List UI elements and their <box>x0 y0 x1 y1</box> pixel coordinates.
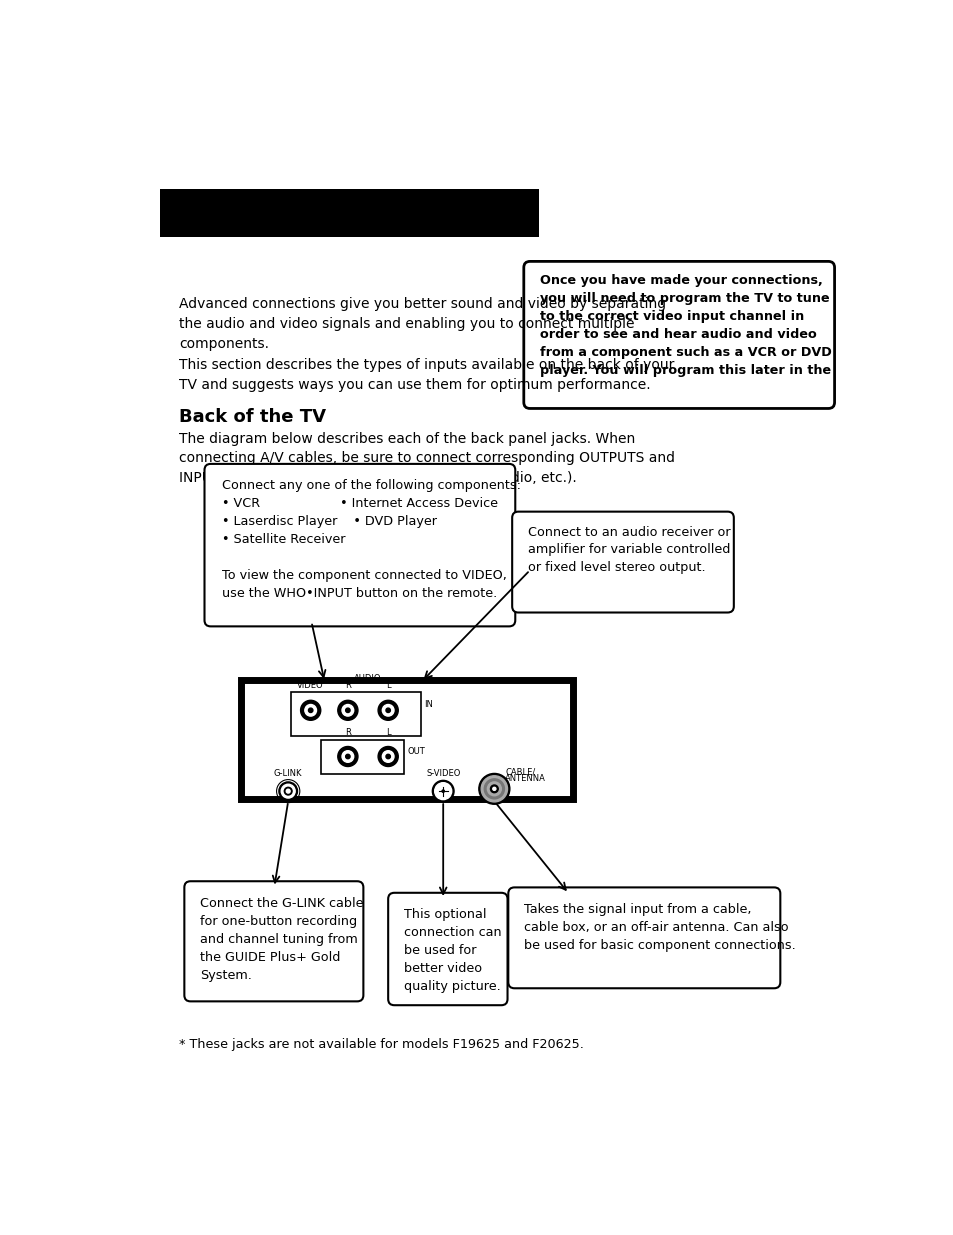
Bar <box>159 189 538 237</box>
Circle shape <box>377 700 397 720</box>
FancyBboxPatch shape <box>204 464 515 626</box>
Circle shape <box>337 746 357 767</box>
FancyBboxPatch shape <box>512 511 733 613</box>
Text: S-VIDEO: S-VIDEO <box>426 769 460 778</box>
Circle shape <box>300 700 320 720</box>
Circle shape <box>386 708 390 713</box>
Text: G-LINK: G-LINK <box>274 769 302 778</box>
Circle shape <box>337 700 357 720</box>
FancyBboxPatch shape <box>523 262 834 409</box>
Text: This section describes the types of inputs available on the back of your
TV and : This section describes the types of inpu… <box>179 358 674 391</box>
Circle shape <box>342 751 354 762</box>
Circle shape <box>305 704 316 716</box>
Text: IN: IN <box>423 700 433 709</box>
Circle shape <box>382 751 394 762</box>
Text: L: L <box>385 680 390 689</box>
Text: This optional
connection can
be used for
better video
quality picture.: This optional connection can be used for… <box>403 908 500 993</box>
Bar <box>291 692 421 736</box>
Text: L: L <box>385 729 390 737</box>
Text: R: R <box>345 680 351 689</box>
Text: Connect any one of the following components:
• VCR                    • Internet: Connect any one of the following compone… <box>221 479 520 600</box>
Circle shape <box>342 704 354 716</box>
Bar <box>320 740 404 774</box>
Bar <box>241 679 572 799</box>
Circle shape <box>386 755 390 758</box>
Circle shape <box>281 784 294 798</box>
Circle shape <box>278 782 297 800</box>
Circle shape <box>377 746 397 767</box>
Text: Takes the signal input from a cable,
cable box, or an off-air antenna. Can also
: Takes the signal input from a cable, cab… <box>523 903 795 952</box>
Text: CABLE/: CABLE/ <box>505 767 535 777</box>
Text: Advanced connections give you better sound and video by separating
the audio and: Advanced connections give you better sou… <box>179 296 665 351</box>
Circle shape <box>484 779 504 799</box>
Circle shape <box>284 787 292 795</box>
Circle shape <box>490 785 497 793</box>
Circle shape <box>493 787 496 790</box>
FancyBboxPatch shape <box>388 893 507 1005</box>
Circle shape <box>345 708 350 713</box>
Circle shape <box>435 783 452 799</box>
FancyBboxPatch shape <box>184 882 363 1002</box>
Text: The diagram below describes each of the back panel jacks. When
connecting A/V ca: The diagram below describes each of the … <box>179 431 674 484</box>
Text: Once you have made your connections,
you will need to program the TV to tune
to : Once you have made your connections, you… <box>539 274 831 377</box>
Text: R: R <box>345 729 351 737</box>
Circle shape <box>308 708 313 713</box>
Circle shape <box>432 781 454 802</box>
Circle shape <box>487 782 500 795</box>
Text: Back of the TV: Back of the TV <box>179 409 326 426</box>
Text: VIDEO: VIDEO <box>297 680 324 689</box>
Circle shape <box>441 790 444 793</box>
Circle shape <box>382 704 394 716</box>
Circle shape <box>345 755 350 758</box>
Text: Connect to an audio receiver or
amplifier for variable controlled
or fixed level: Connect to an audio receiver or amplifie… <box>527 526 730 574</box>
Text: * These jacks are not available for models F19625 and F20625.: * These jacks are not available for mode… <box>179 1037 583 1051</box>
Text: OUT: OUT <box>407 747 425 756</box>
FancyBboxPatch shape <box>508 888 780 988</box>
Text: Connect the G-LINK cable
for one-button recording
and channel tuning from
the GU: Connect the G-LINK cable for one-button … <box>199 897 363 982</box>
Text: ANTENNA: ANTENNA <box>505 774 545 783</box>
Circle shape <box>286 789 290 793</box>
Text: AUDIO: AUDIO <box>354 674 380 683</box>
Circle shape <box>480 776 507 802</box>
Circle shape <box>478 773 509 804</box>
